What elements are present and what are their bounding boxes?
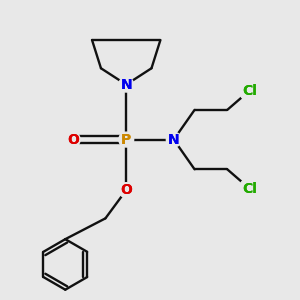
Circle shape [239, 178, 260, 199]
Text: P: P [121, 133, 131, 147]
Text: N: N [168, 133, 180, 147]
Text: Cl: Cl [242, 182, 257, 196]
Text: O: O [120, 183, 132, 197]
Circle shape [239, 80, 260, 101]
Circle shape [119, 77, 134, 92]
Text: Cl: Cl [242, 84, 257, 98]
Circle shape [119, 132, 134, 147]
Text: O: O [120, 183, 132, 197]
Text: N: N [168, 133, 180, 147]
Circle shape [65, 132, 80, 147]
Text: N: N [120, 78, 132, 92]
Circle shape [119, 183, 134, 198]
Text: O: O [67, 133, 79, 147]
Text: P: P [121, 133, 131, 147]
Circle shape [166, 132, 181, 147]
Text: Cl: Cl [242, 182, 257, 196]
Text: Cl: Cl [242, 84, 257, 98]
Text: N: N [120, 78, 132, 92]
Text: O: O [67, 133, 79, 147]
